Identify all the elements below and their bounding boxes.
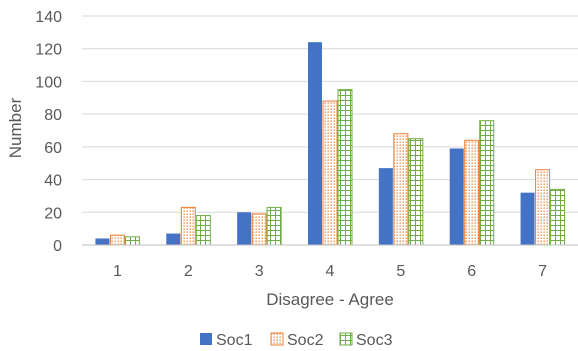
- bar-soc3-7: [550, 188, 566, 246]
- y-tick-label: 120: [35, 42, 62, 59]
- legend: Soc1 Soc2 Soc3: [200, 332, 393, 349]
- x-tick-label: 2: [184, 263, 193, 280]
- legend-swatch-soc1: [200, 333, 212, 345]
- bars: [82, 42, 578, 246]
- bar-soc2-3: [251, 213, 267, 246]
- y-tick-labels: 0 20 40 60 80 100 120 140: [35, 9, 62, 255]
- bar-soc1-1: [95, 238, 110, 245]
- x-tick-label: 3: [255, 263, 264, 280]
- bar-soc1-2: [166, 233, 181, 245]
- bar-soc2-5: [393, 133, 409, 246]
- legend-label-soc2: Soc2: [287, 332, 324, 349]
- x-tick-labels: 1 2 3 4 5 6 7: [113, 263, 547, 280]
- x-tick-label: 7: [538, 263, 547, 280]
- y-tick-label: 80: [44, 107, 62, 124]
- y-tick-label: 140: [35, 9, 62, 26]
- bar-soc1-6: [449, 148, 464, 245]
- bar-soc2-7: [535, 169, 551, 246]
- x-tick-label: 6: [467, 263, 476, 280]
- bar-soc3-5: [408, 138, 424, 246]
- legend-label-soc1: Soc1: [216, 332, 253, 349]
- bar-soc3-2: [195, 215, 211, 246]
- x-tick-label: 4: [326, 263, 335, 280]
- y-tick-label: 40: [44, 173, 62, 190]
- legend-swatch-soc3: [339, 332, 353, 346]
- legend-swatch-soc2: [270, 332, 284, 346]
- bar-soc2-2: [180, 206, 196, 246]
- bar-soc1-4: [308, 42, 322, 245]
- bar-soc3-4: [337, 89, 353, 246]
- x-tick-label: 1: [113, 263, 122, 280]
- bar-soc2-1: [109, 234, 125, 246]
- bar-soc3-3: [266, 206, 282, 246]
- bar-soc3-1: [124, 236, 140, 246]
- bar-soc1-7: [520, 192, 535, 245]
- y-tick-label: 20: [44, 205, 62, 222]
- legend-label-soc3: Soc3: [356, 332, 393, 349]
- x-axis-title: Disagree - Agree: [266, 290, 394, 309]
- y-tick-label: 0: [53, 238, 62, 255]
- x-tick-label: 5: [396, 263, 405, 280]
- bar-soc3-6: [479, 120, 495, 246]
- y-tick-label: 100: [35, 74, 62, 91]
- bar-soc2-4: [322, 100, 338, 246]
- y-tick-label: 60: [44, 140, 62, 157]
- y-axis-title: Number: [6, 97, 25, 158]
- bar-soc1-5: [378, 168, 393, 245]
- bar-soc2-6: [464, 139, 480, 246]
- bar-soc1-3: [237, 212, 252, 245]
